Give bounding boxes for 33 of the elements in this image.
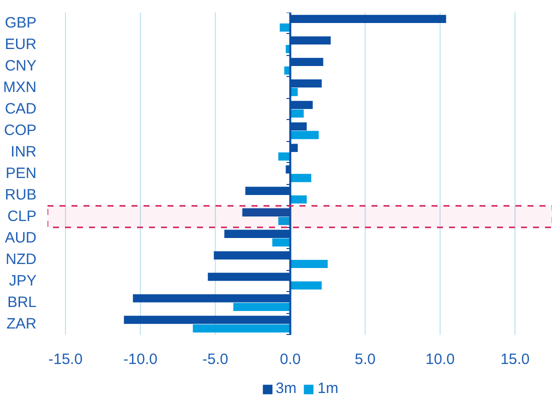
- y-tick-label: NZD: [6, 251, 37, 268]
- y-tick-label: ZAR: [6, 316, 37, 333]
- bar: [278, 152, 290, 161]
- x-tick-label: -5.0: [202, 350, 228, 368]
- bar: [272, 238, 290, 247]
- x-tick-label: -15.0: [48, 350, 83, 368]
- bar: [233, 302, 290, 312]
- y-tick-label: BRL: [7, 294, 37, 312]
- x-tick-label: 10.0: [426, 350, 455, 368]
- y-tick-label: CNY: [4, 58, 36, 75]
- bar: [290, 260, 328, 268]
- bar: [290, 281, 322, 290]
- legend-label: 3m: [276, 380, 296, 397]
- y-tick-label: RUB: [4, 186, 36, 204]
- bar: [290, 174, 312, 182]
- x-tick-label: -10.0: [123, 350, 158, 368]
- y-tick-label: CLP: [7, 208, 37, 226]
- bar: [278, 216, 290, 226]
- y-tick-label: AUD: [4, 230, 37, 247]
- y-tick-label: COP: [4, 122, 37, 140]
- y-tick-label: JPY: [8, 272, 37, 290]
- x-tick-label: 15.0: [500, 350, 530, 368]
- legend-label: 1m: [318, 380, 338, 397]
- y-tick-label: EUR: [4, 36, 37, 54]
- bar: [290, 130, 319, 140]
- y-tick-label: CAD: [4, 100, 37, 118]
- y-tick-label: GBP: [4, 14, 37, 32]
- x-tick-label: 5.0: [354, 350, 376, 368]
- y-tick-label: MXN: [3, 79, 37, 96]
- y-tick-label: PEN: [6, 165, 36, 182]
- y-tick-label: INR: [10, 144, 37, 161]
- x-tick-label: 0.0: [280, 350, 301, 368]
- bar: [192, 324, 290, 333]
